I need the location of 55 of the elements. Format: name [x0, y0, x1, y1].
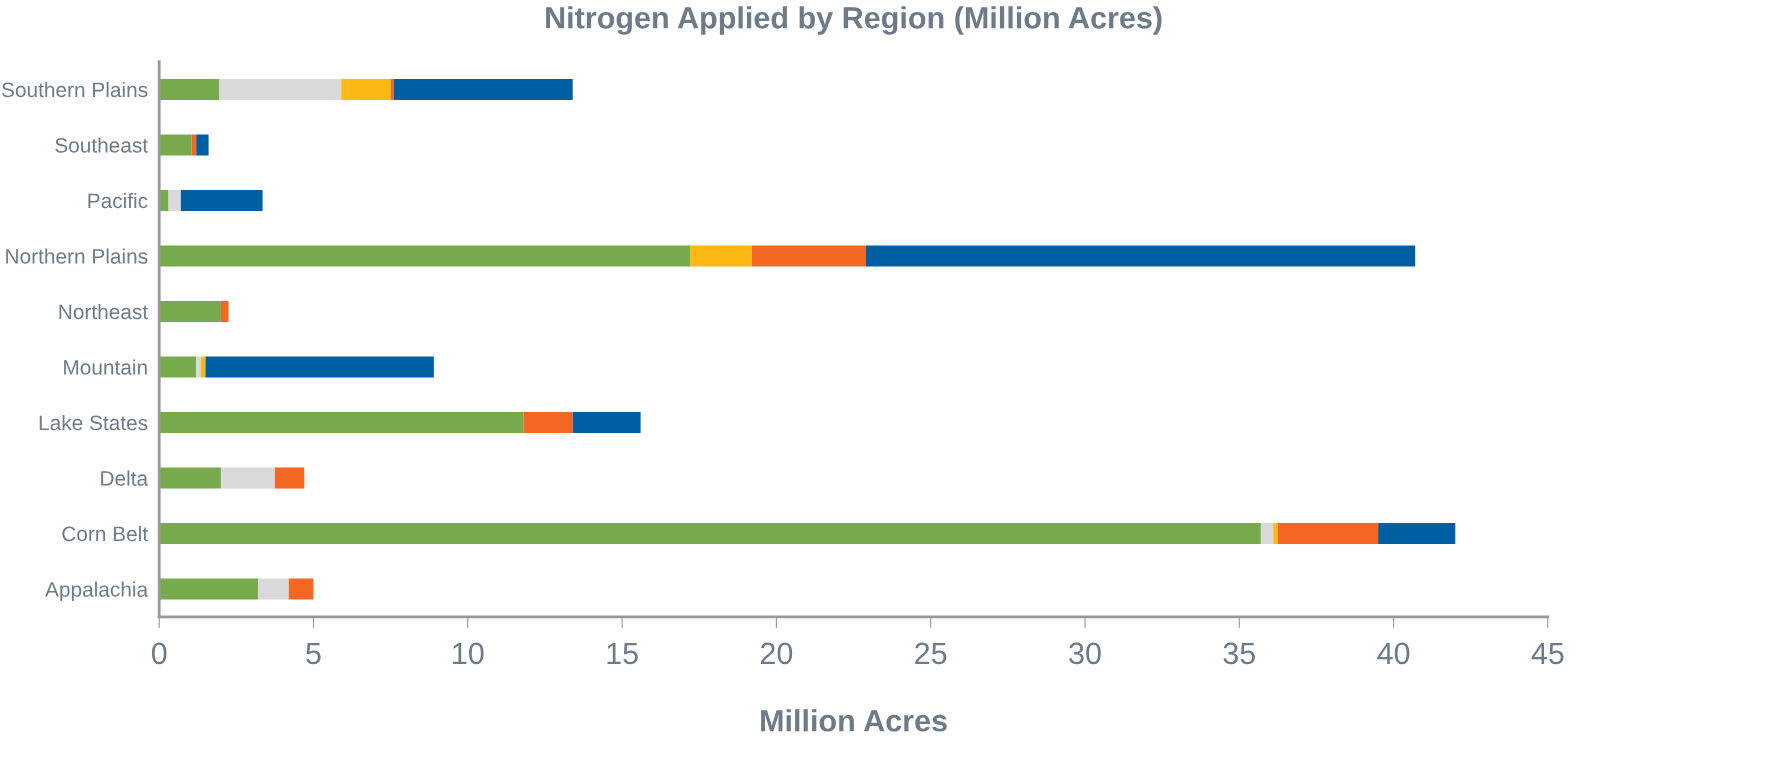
bar — [159, 356, 197, 378]
bar — [159, 578, 258, 600]
x-tick-label: 20 — [760, 642, 793, 665]
bar — [288, 578, 314, 600]
bar — [196, 356, 201, 378]
y-tick-label: Southern Plains — [1, 81, 148, 98]
x-tick-label: 0 — [151, 642, 167, 665]
x-tick-label: 35 — [1223, 642, 1255, 665]
y-tick-label: Northeast — [59, 303, 148, 320]
y-tick-label: Northern Plains — [6, 248, 148, 264]
bar — [220, 467, 275, 489]
bar — [159, 467, 221, 489]
bar — [1260, 522, 1274, 545]
bar — [274, 467, 305, 489]
bar — [196, 134, 209, 156]
bar — [220, 300, 229, 323]
y-tick-label: Lake States — [39, 414, 148, 431]
bar — [393, 78, 573, 100]
bar — [200, 356, 206, 378]
bar — [751, 245, 866, 267]
y-tick-label: Corn Belt — [62, 525, 148, 542]
bar — [1277, 522, 1379, 545]
bar — [257, 578, 289, 600]
x-tick-label: 45 — [1531, 642, 1564, 665]
bar — [1273, 522, 1278, 545]
y-tick-label: Appalachia — [45, 581, 149, 601]
bar — [523, 411, 573, 434]
x-tick-label: 30 — [1069, 642, 1101, 665]
bar — [572, 411, 641, 434]
bar — [390, 78, 394, 100]
bar — [219, 78, 342, 100]
y-tick-label: Southeast — [55, 137, 148, 153]
bar — [689, 245, 752, 267]
bar — [159, 134, 192, 156]
chart-title: Nitrogen Applied by Region (Million Acres) — [546, 6, 1162, 35]
y-tick-label: Pacific — [88, 192, 148, 209]
bar — [159, 411, 524, 434]
bar — [159, 300, 221, 323]
bar — [159, 78, 220, 100]
y-tick-label: Delta — [101, 470, 149, 486]
bar — [159, 522, 1261, 545]
x-tick-label: 10 — [453, 642, 484, 665]
bar — [205, 356, 434, 378]
x-tick-label: 40 — [1377, 642, 1410, 665]
bar — [168, 189, 181, 212]
bar — [341, 78, 391, 100]
x-tick-label: 25 — [915, 642, 947, 665]
y-tick-label: Mountain — [64, 359, 147, 375]
bar — [159, 245, 690, 267]
bar — [1378, 522, 1456, 545]
bar — [180, 189, 263, 212]
x-axis-title: Million Acres — [761, 709, 947, 732]
x-tick-label: 5 — [306, 642, 321, 665]
bar — [865, 245, 1416, 267]
x-tick-label: 15 — [607, 642, 638, 665]
